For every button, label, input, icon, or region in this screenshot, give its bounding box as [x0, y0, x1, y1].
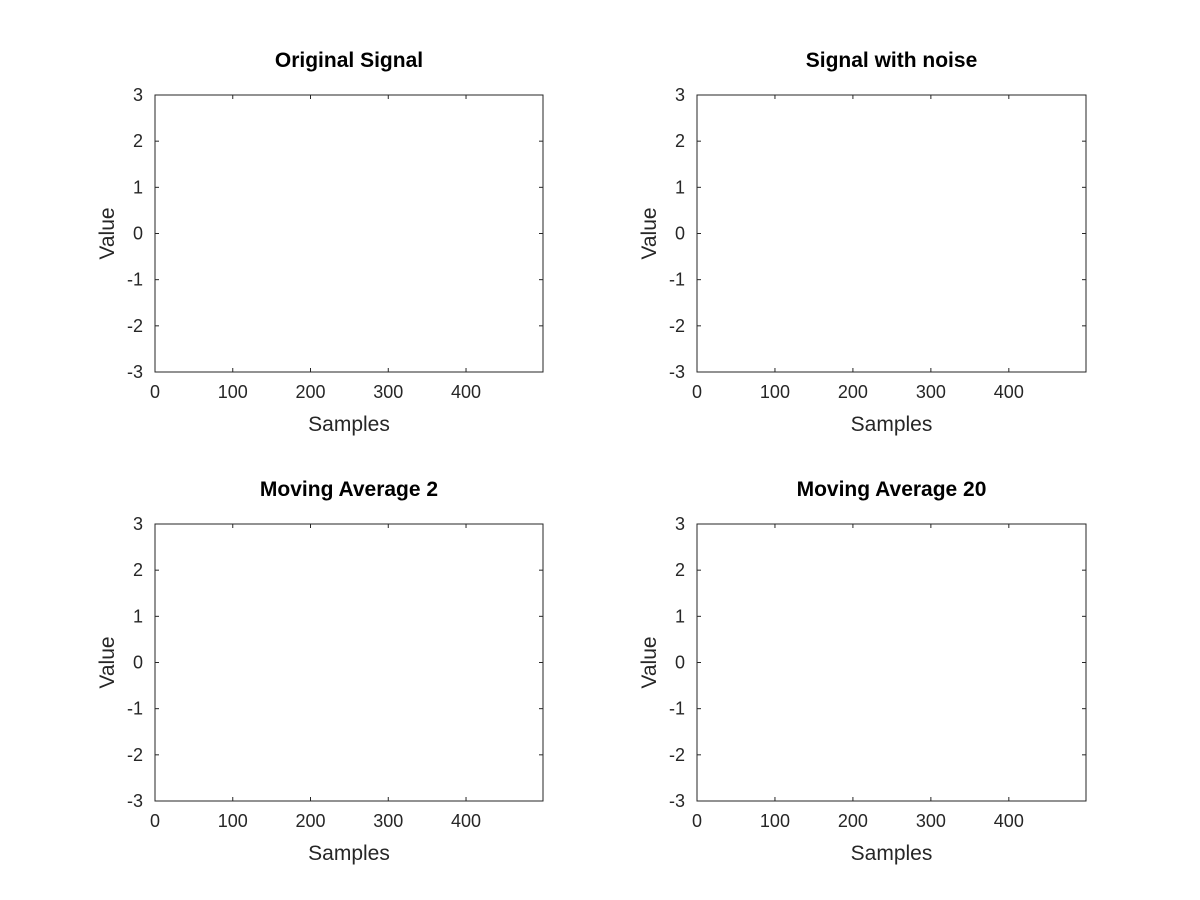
y-tick-label: -2: [127, 745, 143, 765]
axes-box: [696, 523, 1087, 802]
y-tick-label: -1: [669, 699, 685, 719]
x-tick-label: 100: [760, 811, 790, 831]
axes-box: [696, 94, 1087, 373]
y-tick-label: 0: [133, 653, 143, 673]
x-tick-label: 400: [451, 811, 481, 831]
x-tick-label: 0: [150, 811, 160, 831]
y-tick-label: 3: [133, 85, 143, 105]
y-tick-label: -3: [669, 791, 685, 811]
y-tick-label: -3: [127, 791, 143, 811]
chart-title: Moving Average 20: [797, 478, 987, 501]
y-tick-label: 1: [675, 606, 685, 626]
x-tick-label: 200: [838, 382, 868, 402]
y-tick-label: 3: [675, 85, 685, 105]
subplot-4: 0 100 200 300 400 -3 -2 -1 0 1 2 3 Moving Average 20…: [638, 478, 1087, 865]
subplot-1: 0 100 200 300 400 -3 -2 -1 0 1 2 3 Original Signal Sa…: [96, 49, 544, 436]
y-tick-label: 2: [675, 560, 685, 580]
x-tick-label: 200: [295, 382, 325, 402]
y-tick-label: 1: [133, 606, 143, 626]
x-tick-label: 300: [373, 382, 403, 402]
y-tick-label: -1: [127, 699, 143, 719]
y-tick-label: 0: [675, 653, 685, 673]
y-tick-label: 2: [133, 131, 143, 151]
x-tick-label: 400: [451, 382, 481, 402]
y-tick-label: 2: [675, 131, 685, 151]
x-tick-label: 100: [218, 382, 248, 402]
axes-box: [154, 523, 544, 802]
y-tick-label: 1: [675, 177, 685, 197]
y-axis-label: Value: [638, 207, 661, 259]
y-tick-label: 0: [133, 224, 143, 244]
y-tick-label: -2: [669, 745, 685, 765]
subplot-2: 0 100 200 300 400 -3 -2 -1 0 1 2 3 Signal with noise…: [638, 49, 1087, 436]
y-tick-label: -3: [669, 362, 685, 382]
y-tick-label: -2: [669, 316, 685, 336]
axes-box: [154, 94, 544, 373]
y-tick-label: -1: [669, 270, 685, 290]
chart-title: Moving Average 2: [260, 478, 438, 501]
x-tick-label: 300: [373, 811, 403, 831]
x-tick-label: 0: [692, 811, 702, 831]
subplot-3: 0 100 200 300 400 -3 -2 -1 0 1 2 3 Moving Average 2 S…: [96, 478, 544, 865]
x-tick-label: 100: [218, 811, 248, 831]
y-tick-label: 3: [675, 514, 685, 534]
x-axis-label: Samples: [851, 413, 933, 436]
y-axis-label: Value: [96, 636, 119, 688]
x-axis-label: Samples: [851, 842, 933, 865]
chart-title: Original Signal: [275, 49, 423, 72]
x-tick-label: 400: [994, 811, 1024, 831]
x-axis-label: Samples: [308, 413, 390, 436]
x-tick-label: 200: [838, 811, 868, 831]
x-tick-label: 0: [692, 382, 702, 402]
y-tick-label: -1: [127, 270, 143, 290]
x-tick-label: 300: [916, 811, 946, 831]
y-tick-label: 0: [675, 224, 685, 244]
x-tick-label: 400: [994, 382, 1024, 402]
chart-title: Signal with noise: [806, 49, 978, 72]
x-axis-label: Samples: [308, 842, 390, 865]
x-tick-label: 0: [150, 382, 160, 402]
y-tick-label: 3: [133, 514, 143, 534]
y-tick-label: 2: [133, 560, 143, 580]
y-axis-label: Value: [96, 207, 119, 259]
y-axis-label: Value: [638, 636, 661, 688]
y-tick-label: -3: [127, 362, 143, 382]
x-tick-label: 300: [916, 382, 946, 402]
y-tick-label: -2: [127, 316, 143, 336]
x-tick-label: 100: [760, 382, 790, 402]
y-tick-label: 1: [133, 177, 143, 197]
x-tick-label: 200: [295, 811, 325, 831]
